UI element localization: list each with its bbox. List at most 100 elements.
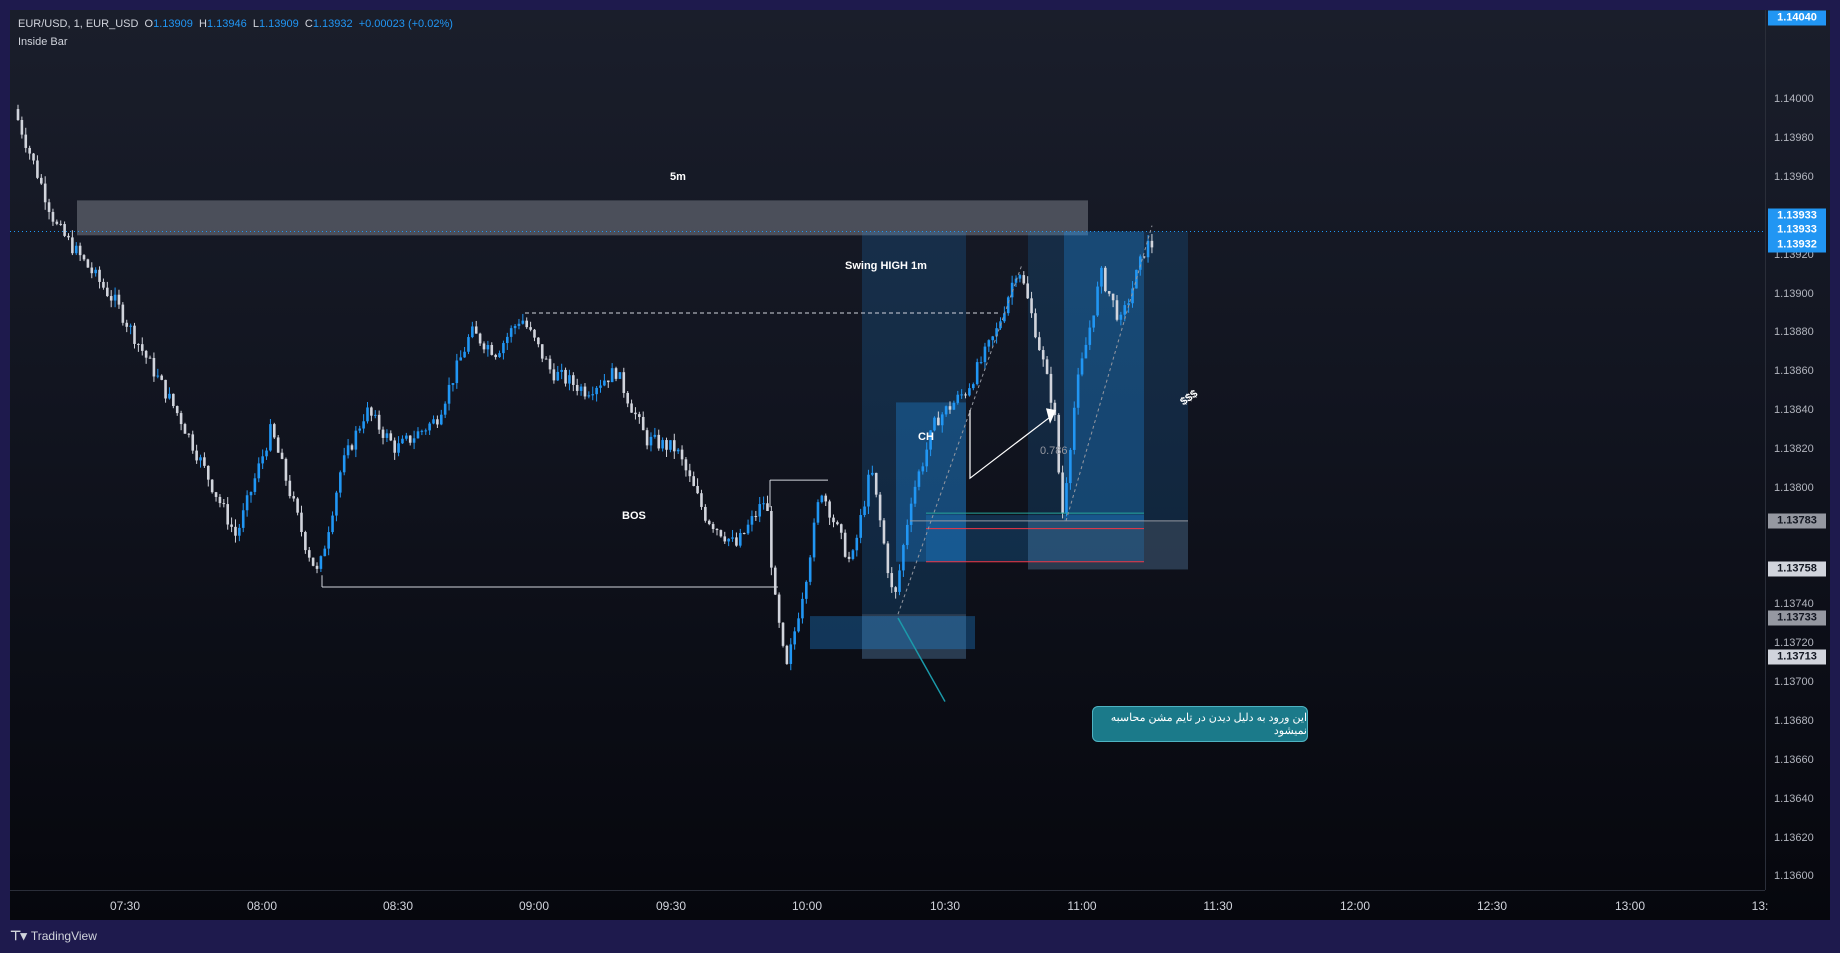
price-tag: 1.14040 xyxy=(1768,10,1826,26)
candle-body xyxy=(816,502,820,523)
candle-body xyxy=(1142,256,1146,258)
candle-body xyxy=(727,538,730,542)
candle-body xyxy=(67,235,70,238)
candle-body xyxy=(739,533,742,546)
time-tick: 12:00 xyxy=(1339,899,1371,913)
candle-body xyxy=(1135,269,1138,289)
candle-body xyxy=(292,496,296,499)
candle-body xyxy=(801,598,804,619)
candle-body xyxy=(471,326,474,338)
time-tick: 11:00 xyxy=(1067,899,1097,913)
candle-body xyxy=(447,384,451,404)
candle-body xyxy=(370,407,373,416)
candle-body xyxy=(71,237,74,254)
time-tick: 13: xyxy=(1751,899,1769,913)
time-tick: 09:30 xyxy=(655,899,687,913)
time-axis[interactable]: 07:30 08:00 08:30 09:00 09:30 10:00 10:30 11:00… xyxy=(10,890,1768,920)
candle-body xyxy=(140,344,144,351)
candle-body xyxy=(878,494,882,521)
price-tick: 1.13620 xyxy=(1774,831,1814,844)
candle-body xyxy=(700,493,703,507)
time-tick: 10:30 xyxy=(929,899,961,913)
candle-body xyxy=(109,296,113,301)
candle-body xyxy=(544,358,548,360)
chart-canvas[interactable] xyxy=(10,10,1765,890)
candle-body xyxy=(214,492,218,497)
candle-body xyxy=(773,567,777,595)
indicator-label[interactable]: Inside Bar xyxy=(18,36,68,48)
swing-high-label: Swing HIGH 1m xyxy=(845,260,927,272)
candle-body xyxy=(482,343,486,350)
fib-level-label: 0.786 xyxy=(1040,445,1068,457)
candle-body xyxy=(210,479,214,493)
candle-body xyxy=(195,450,198,461)
candle-body xyxy=(1041,350,1045,360)
candle-body xyxy=(521,320,525,324)
candle-body xyxy=(599,385,602,388)
price-tick: 1.13660 xyxy=(1774,753,1814,766)
candle-body xyxy=(719,530,723,537)
candle-body xyxy=(661,440,664,449)
candle-body xyxy=(909,503,913,525)
price-tag: 1.13733 xyxy=(1768,610,1826,626)
candle-body xyxy=(657,434,661,449)
chart-legend: EUR/USD, 1, EUR_USD O1.13909 H1.13946 L1… xyxy=(18,15,453,51)
candle-body xyxy=(117,294,121,305)
candle-body xyxy=(917,471,921,487)
price-axis[interactable]: 1.14000 1.13980 1.13960 1.13920 1.13900 1.138… xyxy=(1765,10,1830,890)
chart-plot-area[interactable]: EUR/USD, 1, EUR_USD O1.13909 H1.13946 L1… xyxy=(10,10,1765,890)
candle-body xyxy=(867,474,870,507)
candle-body xyxy=(486,344,490,350)
candle-body xyxy=(187,433,191,435)
candle-body xyxy=(98,269,101,282)
candle-body xyxy=(525,320,529,328)
price-tick: 1.13880 xyxy=(1774,326,1814,339)
candle-body xyxy=(684,459,688,471)
candle-body xyxy=(618,372,622,379)
candle-body xyxy=(300,512,303,533)
candle-body xyxy=(133,325,136,344)
candle-body xyxy=(226,504,229,525)
candle-body xyxy=(311,557,315,566)
candle-body xyxy=(622,372,626,393)
candle-body xyxy=(1003,313,1006,322)
tradingview-watermark[interactable]: ⊤▾ TradingView xyxy=(10,928,97,944)
candle-body xyxy=(1084,344,1088,359)
candle-body xyxy=(735,537,738,546)
candle-body xyxy=(944,406,948,415)
callout-note[interactable]: این ورود به دلیل دیدن در تایم مشن محاسبه… xyxy=(1092,706,1308,742)
candle-body xyxy=(1014,278,1018,283)
candle-body xyxy=(362,421,365,429)
price-tag: 1.13713 xyxy=(1768,649,1826,665)
price-tick: 1.13740 xyxy=(1774,598,1814,611)
candle-body xyxy=(1138,256,1142,270)
arrow-head xyxy=(1046,408,1056,424)
chart-window[interactable]: EUR/USD, 1, EUR_USD O1.13909 H1.13946 L1… xyxy=(10,10,1830,920)
candle-body xyxy=(603,380,606,386)
candle-body xyxy=(975,362,979,385)
candle-body xyxy=(1030,298,1033,314)
candle-body xyxy=(269,424,272,451)
candle-body xyxy=(688,470,692,477)
high-value: 1.13946 xyxy=(206,18,247,30)
candle-body xyxy=(172,393,175,407)
price-tick: 1.13820 xyxy=(1774,443,1814,456)
candle-body xyxy=(55,221,59,224)
candle-body xyxy=(937,417,940,426)
candle-body xyxy=(1096,286,1099,316)
candle-body xyxy=(288,480,292,497)
candle-body xyxy=(261,456,264,464)
candle-body xyxy=(1053,402,1057,415)
candle-body xyxy=(381,429,385,438)
candle-body xyxy=(797,618,800,632)
price-tag: 1.13933 xyxy=(1768,208,1826,223)
candle-body xyxy=(1127,303,1130,306)
candle-body xyxy=(929,430,932,450)
candle-body xyxy=(47,202,51,212)
candle-body xyxy=(241,510,245,528)
symbol-label[interactable]: EUR/USD, 1, EUR_USD xyxy=(18,18,139,30)
candle-body xyxy=(680,449,684,460)
candle-body xyxy=(420,430,424,432)
time-tick: 11:30 xyxy=(1203,899,1233,913)
candle-body xyxy=(1092,315,1095,328)
